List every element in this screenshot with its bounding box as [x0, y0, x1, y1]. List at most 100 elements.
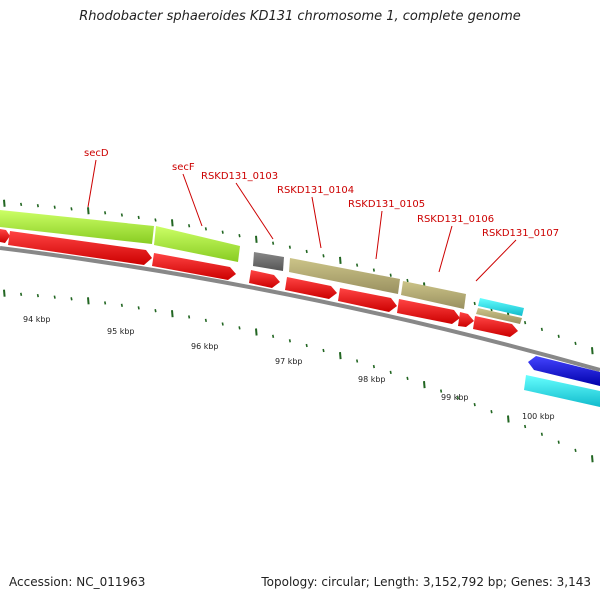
cds-track [0, 229, 518, 337]
tick-minor [456, 396, 459, 400]
tick-minor [389, 370, 392, 375]
scale-label-94: 94 kbp [23, 315, 51, 324]
tick-major [255, 235, 258, 243]
tick-minor [524, 424, 527, 429]
tick-minor [120, 213, 123, 217]
gene-block-khaki-1[interactable] [289, 258, 400, 294]
cds-arrow-6[interactable] [338, 288, 397, 312]
tick-minor [20, 202, 23, 207]
tick-minor [221, 230, 224, 234]
tick-minor [540, 327, 543, 332]
tick-major [87, 207, 90, 215]
tick-minor [104, 301, 107, 305]
label-RSKD131_0104[interactable]: RSKD131_0104 [277, 185, 354, 196]
tick-minor [70, 207, 73, 211]
tick-minor [322, 348, 325, 353]
label-RSKD131_0107[interactable]: RSKD131_0107 [482, 228, 559, 239]
label-leader-lines [87, 159, 517, 282]
tick-major [3, 199, 6, 207]
tick-minor [137, 306, 140, 310]
tick-minor [272, 241, 275, 245]
scale-label-98: 98 kbp [358, 375, 386, 384]
tick-minor [36, 293, 39, 298]
tick-minor [356, 359, 359, 363]
tick-minor [322, 254, 325, 258]
tick-major [339, 352, 342, 360]
tick-minor [238, 234, 241, 238]
label-RSKD131_0103[interactable]: RSKD131_0103 [201, 171, 278, 182]
tick-minor [557, 440, 560, 444]
gene-track-right [524, 356, 600, 407]
tick-minor [188, 315, 191, 319]
tick-minor [406, 376, 409, 381]
gene-block-green-2[interactable] [154, 226, 240, 262]
tick-major [591, 455, 594, 463]
leader-RSKD131_0105 [375, 210, 383, 260]
cds-arrow-3[interactable] [152, 253, 236, 280]
scale-labels: 94 kbp 95 kbp 96 kbp 97 kbp 98 kbp 99 kb… [23, 315, 555, 421]
gene-block-khaki-3[interactable] [476, 308, 522, 324]
tick-minor [574, 448, 577, 453]
tick-major [171, 219, 174, 227]
tick-minor [288, 245, 291, 249]
scale-label-99: 99 kbp [441, 393, 469, 402]
cds-arrow-2[interactable] [8, 231, 152, 265]
accession-text: Accession: NC_011963 [9, 575, 146, 589]
cds-arrow-8[interactable] [458, 312, 474, 327]
tick-minor [154, 309, 157, 313]
inner-tick-ring [3, 289, 594, 463]
chromosome-backbone [0, 246, 600, 372]
label-secD[interactable]: secD [84, 148, 109, 159]
gene-block-cyan-small[interactable] [478, 298, 524, 316]
tick-minor [540, 432, 543, 436]
tick-minor [53, 295, 56, 299]
label-RSKD131_0105[interactable]: RSKD131_0105 [348, 199, 425, 210]
tick-minor [53, 205, 56, 209]
cds-arrow-4[interactable] [249, 270, 280, 288]
leader-secD [87, 159, 97, 208]
gene-block-green-1[interactable] [0, 210, 154, 244]
tick-major [171, 310, 174, 318]
tick-minor [288, 339, 291, 343]
gene-block-cyan-large[interactable] [524, 375, 600, 407]
tick-minor [154, 218, 157, 222]
gene-block-khaki-2[interactable] [401, 281, 466, 309]
cds-arrow-5[interactable] [285, 277, 337, 299]
tick-minor [372, 364, 375, 369]
tick-minor [238, 326, 241, 330]
cds-arrow-7[interactable] [397, 299, 460, 324]
gene-arrow-blue[interactable] [528, 356, 600, 386]
tick-minor [120, 303, 123, 307]
scale-label-97: 97 kbp [275, 357, 303, 366]
cds-arrow-1[interactable] [0, 229, 10, 243]
gene-block-gray[interactable] [253, 252, 284, 271]
label-secF[interactable]: secF [172, 162, 195, 173]
tick-minor [221, 322, 224, 326]
gene-track-forward [0, 210, 524, 324]
gene-labels: secD secF RSKD131_0103 RSKD131_0104 RSKD… [84, 148, 559, 239]
tick-minor [305, 249, 308, 254]
cds-arrow-9[interactable] [473, 316, 518, 337]
tick-major [3, 289, 6, 297]
tick-minor [356, 263, 359, 267]
tick-minor [204, 227, 207, 231]
tick-minor [574, 341, 577, 346]
label-RSKD131_0106[interactable]: RSKD131_0106 [417, 214, 494, 225]
tick-minor [524, 320, 527, 325]
tick-major [255, 328, 258, 336]
leader-secF [182, 173, 203, 227]
tick-minor [104, 211, 107, 215]
tick-minor [406, 278, 409, 283]
leader-RSKD131_0103 [235, 182, 274, 240]
scale-label-96: 96 kbp [191, 342, 219, 351]
leader-RSKD131_0104 [311, 196, 322, 249]
tick-minor [557, 334, 560, 338]
tick-minor [137, 215, 140, 220]
tick-major [507, 415, 510, 423]
tick-minor [188, 224, 191, 228]
tick-minor [473, 402, 476, 407]
scale-label-95: 95 kbp [107, 327, 135, 336]
tick-major [591, 347, 594, 355]
tick-major [339, 256, 342, 264]
